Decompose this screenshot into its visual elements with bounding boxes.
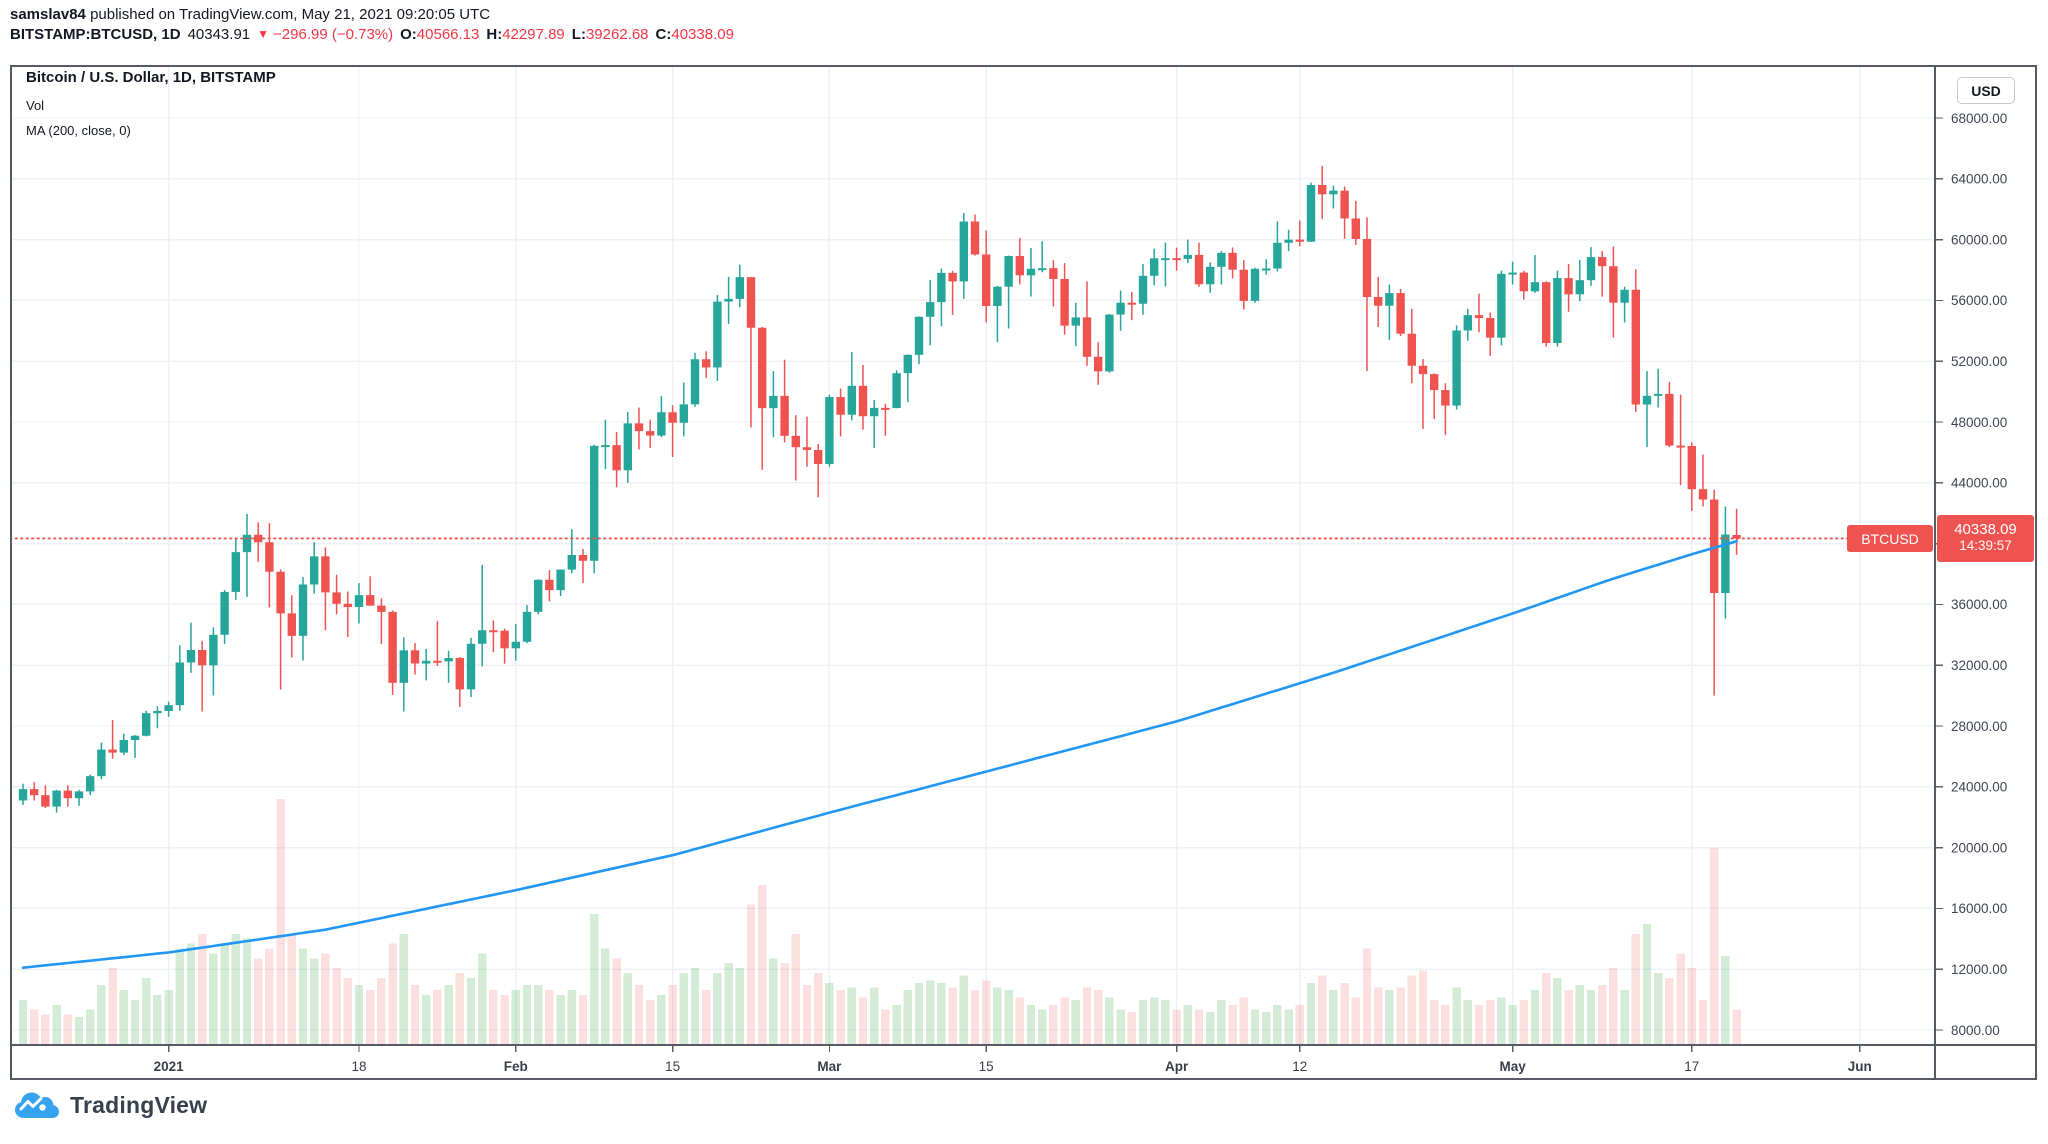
svg-text:24000.00: 24000.00	[1951, 780, 2007, 795]
axis-label-price: 40338.09	[1954, 521, 2017, 538]
svg-text:Jun: Jun	[1848, 1059, 1872, 1074]
svg-text:8000.00: 8000.00	[1951, 1023, 2000, 1038]
symbol-price-flag: BTCUSD	[1847, 525, 1933, 552]
svg-text:60000.00: 60000.00	[1951, 232, 2007, 247]
svg-text:68000.00: 68000.00	[1951, 111, 2007, 126]
open-value: 40566.13	[416, 26, 480, 43]
legend-series-title[interactable]: Bitcoin / U.S. Dollar, 1D, BITSTAMP	[26, 69, 276, 86]
svg-text:18: 18	[351, 1059, 366, 1074]
close-value: 40338.09	[671, 26, 734, 43]
chart-container: 68000.00 64000.00 60000.00 56000.00 52000.00…	[10, 65, 2037, 1080]
svg-text:2021: 2021	[154, 1059, 185, 1074]
high-label: H:	[486, 26, 503, 43]
svg-text:15: 15	[979, 1059, 994, 1074]
last-price: 40343.91	[187, 26, 251, 43]
axis-label-countdown: 14:39:57	[1959, 538, 2012, 553]
snapshot-header: samslav84 published on TradingView.com, …	[10, 5, 734, 45]
svg-text:44000.00: 44000.00	[1951, 476, 2007, 491]
chart-canvas[interactable]: 68000.00 64000.00 60000.00 56000.00 52000.00…	[10, 65, 2037, 1080]
last-price-axis-label: 40338.09 14:39:57	[1937, 515, 2034, 562]
svg-text:May: May	[1499, 1059, 1526, 1074]
svg-text:48000.00: 48000.00	[1951, 415, 2007, 430]
svg-text:64000.00: 64000.00	[1951, 172, 2007, 187]
change-value: −296.99 (−0.73%)	[273, 26, 394, 43]
symbol-ohlc-line: BITSTAMP:BTCUSD, 1D 40343.91 ▼ −296.99 (…	[10, 25, 734, 45]
legend-ma-study[interactable]: MA (200, close, 0)	[26, 123, 131, 138]
low-label: L:	[571, 26, 586, 43]
tradingview-logo-link[interactable]: TradingView	[14, 1090, 207, 1120]
author-name: samslav84	[10, 6, 86, 23]
low-value: 39262.68	[585, 26, 649, 43]
svg-text:16000.00: 16000.00	[1951, 901, 2007, 916]
published-line: samslav84 published on TradingView.com, …	[10, 5, 734, 24]
svg-text:56000.00: 56000.00	[1951, 293, 2007, 308]
currency-unit-button[interactable]: USD	[1957, 77, 2015, 104]
svg-text:28000.00: 28000.00	[1951, 719, 2007, 734]
svg-text:Feb: Feb	[504, 1059, 528, 1074]
svg-text:15: 15	[665, 1059, 680, 1074]
tradingview-cloud-icon	[15, 1092, 59, 1118]
svg-text:20000.00: 20000.00	[1951, 840, 2007, 855]
tradingview-brand-text: TradingView	[70, 1091, 208, 1118]
svg-text:52000.00: 52000.00	[1951, 354, 2007, 369]
chart-legend: Bitcoin / U.S. Dollar, 1D, BITSTAMP Vol …	[26, 69, 276, 138]
svg-text:32000.00: 32000.00	[1951, 658, 2007, 673]
symbol-name: BITSTAMP:BTCUSD, 1D	[10, 26, 181, 43]
legend-volume-study[interactable]: Vol	[26, 98, 45, 113]
down-arrow-icon: ▼	[257, 27, 270, 41]
svg-text:12: 12	[1292, 1059, 1307, 1074]
svg-text:17: 17	[1684, 1059, 1699, 1074]
close-label: C:	[655, 26, 672, 43]
svg-text:Apr: Apr	[1165, 1059, 1189, 1074]
svg-text:Mar: Mar	[817, 1059, 842, 1074]
open-label: O:	[400, 26, 417, 43]
svg-text:36000.00: 36000.00	[1951, 597, 2007, 612]
high-value: 42297.89	[502, 26, 565, 43]
svg-text:12000.00: 12000.00	[1951, 962, 2007, 977]
published-text: published on TradingView.com, May 21, 20…	[85, 6, 491, 23]
